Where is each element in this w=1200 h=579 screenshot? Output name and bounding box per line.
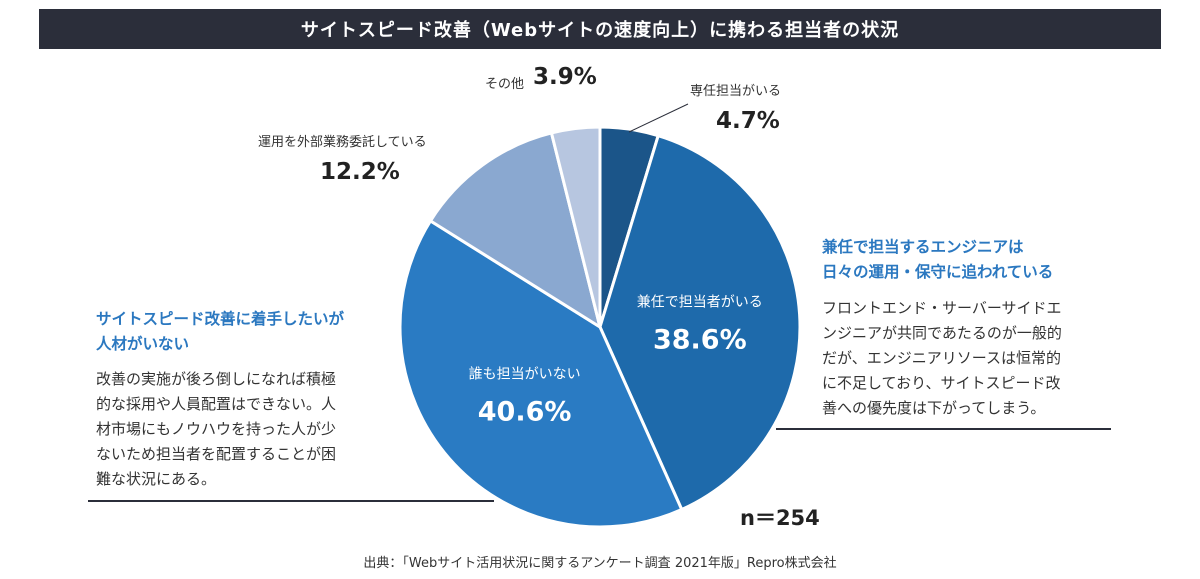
callout-left-body-line: ないため担当者を配置することが困 — [96, 445, 337, 463]
callout-left-body-line: 材市場にもノウハウを持った人が少 — [96, 420, 337, 438]
label-senin: 専任担当がいる — [690, 84, 782, 99]
slice-name-label: 兼任で担当者がいる — [637, 295, 763, 311]
callout-left-body-line: 改善の実施が後ろ倒しになれば積極 — [96, 370, 337, 388]
callout-right-body-line: だが、エンジニアリソースは恒常的 — [822, 349, 1061, 367]
callout-right-body-line: ンジニアが共同であたるのが一般的 — [822, 324, 1062, 342]
callout-left-body-line: 的な採用や人員配置はできない。人 — [96, 395, 337, 413]
callout-right-body-line: に不足しており、サイトスピード改 — [822, 374, 1061, 392]
pct-gaibu: 12.2% — [320, 159, 400, 185]
slice-other — [549, 125, 602, 328]
callout-left-rule — [88, 500, 494, 502]
chart-title: サイトスピード改善（Webサイトの速度向上）に携わる担当者の状況 — [39, 9, 1161, 49]
slice-kennin — [598, 133, 802, 512]
label-gaibu: 運用を外部業務委託している — [258, 135, 427, 150]
pct-sonota: 3.9% — [533, 64, 597, 90]
callout-right-body-line: フロントエンド・サーバーサイドエ — [822, 299, 1062, 317]
callout-right-heading-line: 日々の運用・保守に追われている — [822, 263, 1054, 281]
slice-pct-label: 38.6% — [653, 325, 747, 356]
slice-name-label: 誰も担当がいない — [469, 367, 581, 383]
callout-right-heading-line: 兼任で担当するエンジニアは — [822, 238, 1024, 256]
callout-left-body: 改善の実施が後ろ倒しになれば積極 的な採用や人員配置はできない。人 材市場にもノ… — [96, 367, 336, 492]
source-note: 出典：「Webサイト活用状況に関するアンケート調査 2021年版」Repro株式… — [363, 556, 837, 571]
callout-left-heading-line: サイトスピード改善に着手したいが — [96, 310, 345, 328]
callout-right-body-line: 善への優先度は下がってしまう。 — [822, 399, 1046, 417]
label-sonota: その他 — [485, 77, 525, 92]
slice-outsourced — [428, 131, 603, 331]
callout-right-heading: 兼任で担当するエンジニアは 日々の運用・保守に追われている — [822, 235, 1053, 285]
callout-right-rule — [776, 428, 1111, 430]
leader-line-senin — [628, 103, 689, 133]
slice-nobody — [398, 218, 684, 529]
callout-right-body: フロントエンド・サーバーサイドエ ンジニアが共同であたるのが一般的 だが、エンジ… — [822, 296, 1062, 421]
pct-senin: 4.7% — [716, 108, 780, 134]
callout-left-heading: サイトスピード改善に着手したいが 人材がいない — [96, 307, 344, 357]
callout-left-body-line: 難な状況にある。 — [96, 470, 217, 488]
callout-left-heading-line: 人材がいない — [96, 335, 190, 353]
slice-pct-label: 40.6% — [478, 397, 572, 428]
sample-size: n＝254 — [740, 506, 820, 530]
